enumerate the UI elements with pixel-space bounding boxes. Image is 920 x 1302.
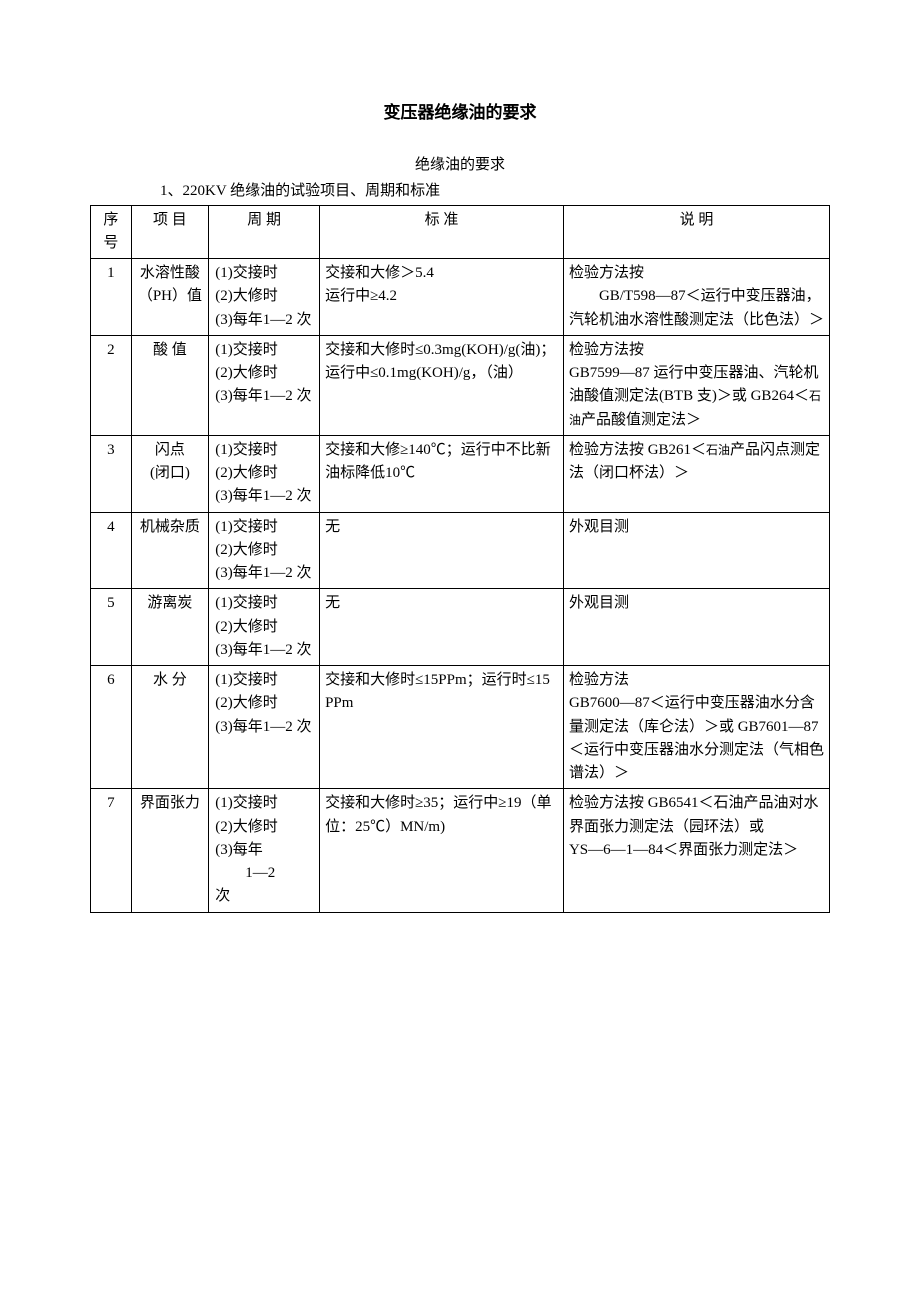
cell-item: 界面张力 (131, 789, 209, 912)
cell-seq: 4 (91, 512, 132, 589)
oil-requirements-table: 序号 项 目 周 期 标 准 说 明 1水溶性酸（PH）值(1)交接时(2)大修… (90, 205, 830, 913)
table-row: 4机械杂质(1)交接时(2)大修时(3)每年1—2 次无外观目测 (91, 512, 830, 589)
cell-seq: 6 (91, 666, 132, 789)
cell-desc: 外观目测 (563, 589, 829, 666)
cell-item: 水溶性酸（PH）值 (131, 259, 209, 336)
header-seq: 序号 (91, 205, 132, 259)
cell-period: (1)交接时(2)大修时(3)每年1—2 次 (209, 666, 320, 789)
table-row: 3闪点(闭口)(1)交接时(2)大修时(3)每年1—2 次交接和大修≥140℃；… (91, 435, 830, 512)
cell-period: (1)交接时(2)大修时(3)每年1—2 次 (209, 435, 320, 512)
cell-seq: 1 (91, 259, 132, 336)
header-period: 周 期 (209, 205, 320, 259)
cell-desc: 检验方法按 GB261＜石油产品闪点测定法（闭口杯法）＞ (563, 435, 829, 512)
header-desc: 说 明 (563, 205, 829, 259)
table-row: 5游离炭(1)交接时(2)大修时(3)每年1—2 次无外观目测 (91, 589, 830, 666)
cell-standard: 交接和大修时≥35；运行中≥19（单位：25℃）MN/m) (320, 789, 564, 912)
cell-item: 机械杂质 (131, 512, 209, 589)
cell-seq: 3 (91, 435, 132, 512)
cell-period: (1)交接时(2)大修时(3)每年 1—2次 (209, 789, 320, 912)
document-subtitle: 绝缘油的要求 (90, 154, 830, 177)
cell-period: (1)交接时(2)大修时(3)每年1—2 次 (209, 259, 320, 336)
section-intro: 1、220KV 绝缘油的试验项目、周期和标准 (160, 180, 830, 203)
table-row: 6水 分(1)交接时(2)大修时(3)每年1—2 次交接和大修时≤15PPm；运… (91, 666, 830, 789)
cell-standard: 无 (320, 512, 564, 589)
table-row: 7界面张力(1)交接时(2)大修时(3)每年 1—2次交接和大修时≥35；运行中… (91, 789, 830, 912)
cell-seq: 5 (91, 589, 132, 666)
header-item: 项 目 (131, 205, 209, 259)
cell-desc: 外观目测 (563, 512, 829, 589)
cell-desc: 检验方法按 GB6541＜石油产品油对水界面张力测定法（园环法）或YS—6—1—… (563, 789, 829, 912)
cell-period: (1)交接时(2)大修时(3)每年1—2 次 (209, 512, 320, 589)
table-row: 2酸 值(1)交接时(2)大修时(3)每年1—2 次交接和大修时≤0.3mg(K… (91, 335, 830, 435)
cell-seq: 2 (91, 335, 132, 435)
cell-desc: 检验方法按GB7599—87 运行中变压器油、汽轮机油酸值测定法(BTB 支)＞… (563, 335, 829, 435)
table-row: 1水溶性酸（PH）值(1)交接时(2)大修时(3)每年1—2 次交接和大修＞5.… (91, 259, 830, 336)
document-title: 变压器绝缘油的要求 (90, 100, 830, 126)
cell-standard: 无 (320, 589, 564, 666)
cell-item: 闪点(闭口) (131, 435, 209, 512)
cell-item: 水 分 (131, 666, 209, 789)
cell-standard: 交接和大修时≤15PPm；运行时≤15 PPm (320, 666, 564, 789)
cell-desc: 检验方法GB7600—87＜运行中变压器油水分含量测定法（库仑法）＞或 GB76… (563, 666, 829, 789)
cell-standard: 交接和大修时≤0.3mg(KOH)/g(油)；运行中≤0.1mg(KOH)/g，… (320, 335, 564, 435)
table-header-row: 序号 项 目 周 期 标 准 说 明 (91, 205, 830, 259)
header-standard: 标 准 (320, 205, 564, 259)
cell-standard: 交接和大修≥140℃；运行中不比新油标降低10℃ (320, 435, 564, 512)
cell-desc: 检验方法按 GB/T598—87＜运行中变压器油，汽轮机油水溶性酸测定法（比色法… (563, 259, 829, 336)
cell-item: 酸 值 (131, 335, 209, 435)
cell-seq: 7 (91, 789, 132, 912)
cell-standard: 交接和大修＞5.4运行中≥4.2 (320, 259, 564, 336)
cell-item: 游离炭 (131, 589, 209, 666)
cell-period: (1)交接时(2)大修时(3)每年1—2 次 (209, 335, 320, 435)
cell-period: (1)交接时(2)大修时(3)每年1—2 次 (209, 589, 320, 666)
